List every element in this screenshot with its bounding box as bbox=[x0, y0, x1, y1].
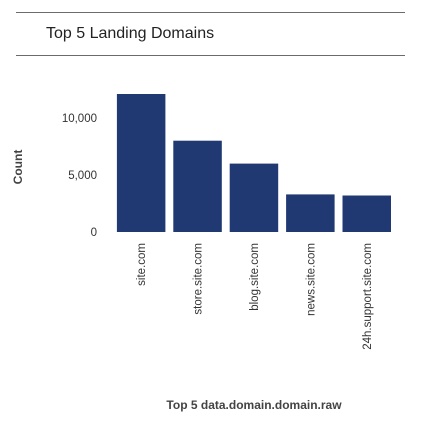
y-tick-label: 5,000 bbox=[68, 170, 97, 182]
x-tick-label: news.site.com bbox=[305, 243, 317, 316]
x-axis-label: Top 5 data.domain.domain.raw bbox=[166, 398, 342, 412]
bar[interactable] bbox=[342, 195, 392, 233]
chart-title: Top 5 Landing Domains bbox=[46, 25, 215, 42]
x-axis-ticks: site.com store.site.com blog.site.com news.… bbox=[136, 243, 374, 350]
y-axis-label: Count bbox=[11, 150, 25, 185]
bar[interactable] bbox=[229, 163, 279, 232]
x-tick-label: 24h.support.site.com bbox=[362, 243, 374, 350]
x-tick-label: store.site.com bbox=[193, 243, 205, 315]
y-tick-label: 10,000 bbox=[62, 113, 97, 125]
bar[interactable] bbox=[173, 140, 222, 232]
title-rule bbox=[16, 55, 405, 56]
bar[interactable] bbox=[286, 194, 335, 232]
top-rule bbox=[16, 12, 405, 13]
x-tick-label: blog.site.com bbox=[249, 243, 261, 311]
y-axis-ticks: 0 5,000 10,000 bbox=[62, 113, 97, 239]
x-tick-label: site.com bbox=[136, 243, 148, 286]
bars bbox=[116, 94, 392, 233]
bar[interactable] bbox=[116, 94, 166, 232]
y-tick-label: 0 bbox=[91, 227, 97, 239]
